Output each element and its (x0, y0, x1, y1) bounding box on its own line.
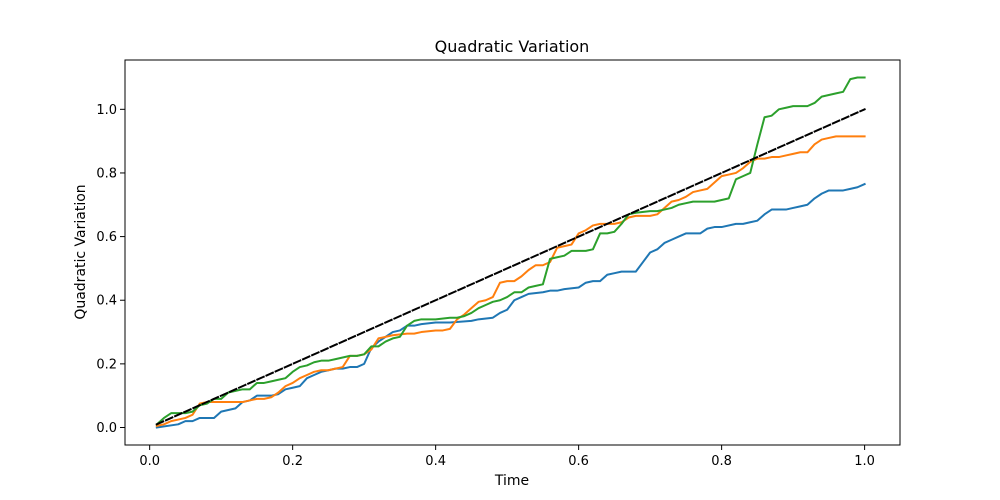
x-tick-label: 1.0 (854, 454, 875, 469)
x-tick-label: 0.4 (425, 454, 446, 469)
y-tick-label: 1.0 (96, 103, 117, 118)
x-tick-label: 0.0 (139, 454, 160, 469)
y-tick-label: 0.0 (96, 421, 117, 436)
chart-title: Quadratic Variation (435, 37, 590, 56)
x-axis-label: Time (494, 473, 529, 489)
x-tick-label: 0.2 (282, 454, 303, 469)
y-axis-label: Quadratic Variation (73, 184, 89, 319)
y-tick-label: 0.8 (96, 166, 117, 181)
x-tick-label: 0.8 (711, 454, 732, 469)
series-layer (155, 76, 866, 429)
y-tick-label: 0.4 (96, 294, 117, 309)
series-line-3 (155, 76, 866, 426)
plot-frame (124, 59, 901, 446)
series-line-2 (155, 135, 866, 428)
y-tick-label: 0.2 (96, 357, 117, 372)
reference-line (155, 107, 866, 426)
x-axis-ticks: 0.0 0.2 0.4 0.6 0.8 1.0 (139, 445, 875, 469)
x-tick-label: 0.6 (568, 454, 589, 469)
y-tick-label: 0.6 (96, 230, 117, 245)
y-axis-ticks: 0.0 0.2 0.4 0.6 0.8 1.0 (96, 103, 125, 436)
